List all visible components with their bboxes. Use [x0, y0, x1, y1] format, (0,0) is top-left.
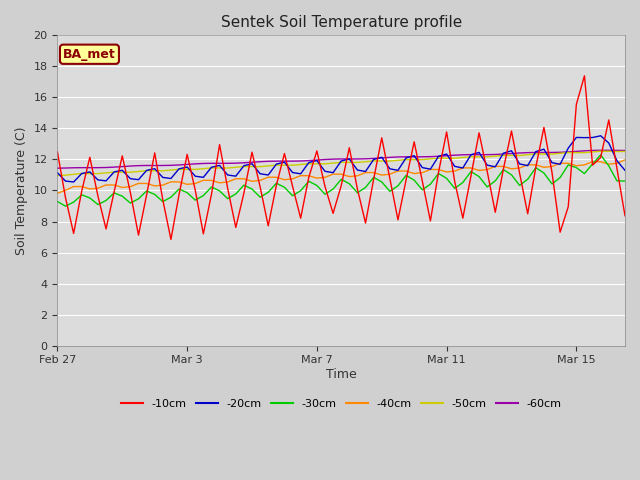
-30cm	[402, 172, 410, 178]
-10cm	[605, 117, 612, 123]
-10cm	[167, 237, 175, 242]
-10cm	[337, 183, 345, 189]
-20cm	[605, 140, 612, 146]
-30cm	[605, 163, 612, 169]
-20cm	[573, 134, 580, 140]
-60cm	[621, 147, 629, 153]
-40cm	[264, 174, 272, 180]
-20cm	[54, 170, 61, 176]
-50cm	[589, 149, 596, 155]
-30cm	[54, 199, 61, 204]
-50cm	[621, 148, 629, 154]
-30cm	[597, 152, 605, 158]
-60cm	[483, 152, 491, 157]
-20cm	[597, 133, 605, 139]
Y-axis label: Soil Temperature (C): Soil Temperature (C)	[15, 126, 28, 255]
-60cm	[329, 156, 337, 162]
-60cm	[589, 147, 596, 153]
Text: BA_met: BA_met	[63, 48, 116, 61]
-30cm	[573, 165, 580, 170]
-60cm	[597, 147, 605, 153]
Line: -10cm: -10cm	[58, 76, 625, 240]
Title: Sentek Soil Temperature profile: Sentek Soil Temperature profile	[221, 15, 462, 30]
-20cm	[337, 158, 345, 164]
Line: -30cm: -30cm	[58, 155, 625, 206]
-50cm	[483, 154, 491, 160]
Line: -20cm: -20cm	[58, 136, 625, 182]
-10cm	[580, 73, 588, 79]
-40cm	[216, 180, 223, 186]
-20cm	[78, 170, 86, 176]
Line: -40cm: -40cm	[58, 160, 625, 193]
-50cm	[70, 171, 77, 177]
-50cm	[394, 157, 402, 163]
-40cm	[621, 157, 629, 163]
-20cm	[402, 155, 410, 161]
-10cm	[573, 102, 580, 108]
-30cm	[143, 188, 150, 194]
-50cm	[329, 160, 337, 166]
-50cm	[54, 173, 61, 179]
-60cm	[70, 165, 77, 171]
-10cm	[54, 149, 61, 155]
-50cm	[216, 165, 223, 171]
-60cm	[54, 165, 61, 171]
-20cm	[621, 168, 629, 173]
-60cm	[216, 160, 223, 166]
-40cm	[329, 171, 337, 177]
-40cm	[589, 159, 596, 165]
-30cm	[621, 178, 629, 184]
-20cm	[143, 168, 150, 173]
-10cm	[70, 230, 77, 236]
-30cm	[337, 177, 345, 182]
-40cm	[70, 184, 77, 190]
-10cm	[134, 232, 142, 238]
-20cm	[70, 179, 77, 185]
-50cm	[597, 148, 605, 154]
-30cm	[78, 192, 86, 198]
X-axis label: Time: Time	[326, 368, 356, 381]
Line: -50cm: -50cm	[58, 151, 625, 176]
-10cm	[402, 177, 410, 183]
-40cm	[394, 168, 402, 174]
-40cm	[54, 191, 61, 196]
-60cm	[394, 154, 402, 160]
-10cm	[621, 213, 629, 219]
Legend: -10cm, -20cm, -30cm, -40cm, -50cm, -60cm: -10cm, -20cm, -30cm, -40cm, -50cm, -60cm	[116, 395, 566, 413]
Line: -60cm: -60cm	[58, 150, 625, 168]
-30cm	[61, 204, 69, 209]
